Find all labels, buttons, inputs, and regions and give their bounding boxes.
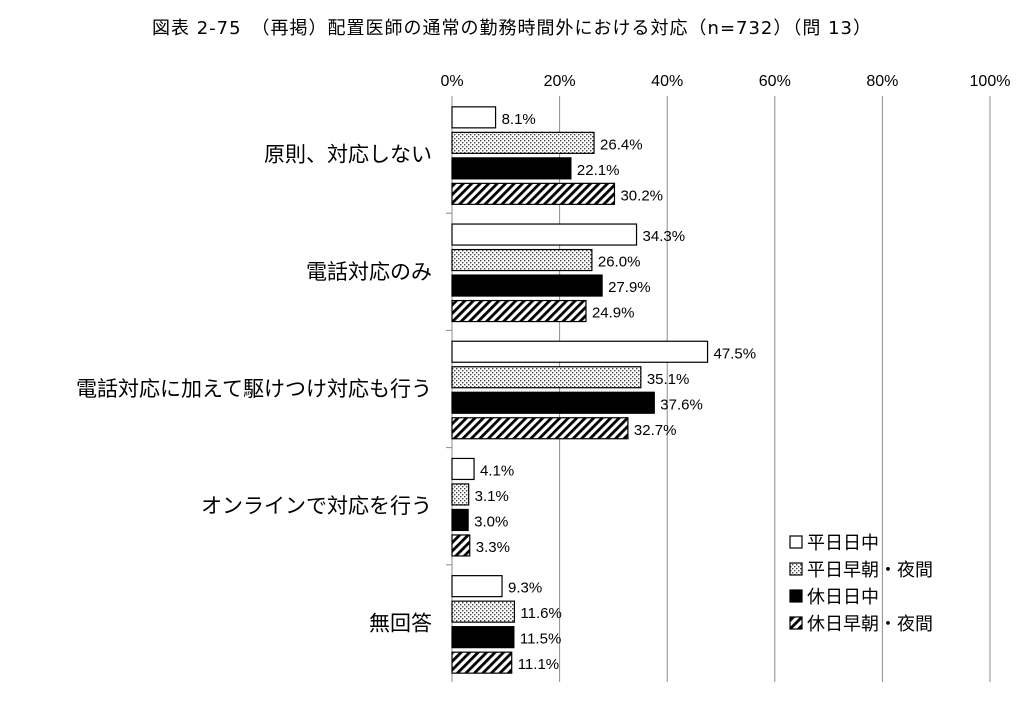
bar bbox=[451, 157, 572, 180]
bar bbox=[451, 651, 513, 674]
legend-label: 平日日中 bbox=[807, 533, 879, 554]
chart-title: 図表 2-75 （再掲）配置医師の通常の勤務時間外における対応（n=732）（問… bbox=[151, 18, 873, 39]
data-label: 11.6% bbox=[520, 605, 561, 622]
bar bbox=[451, 417, 629, 440]
data-label: 37.6% bbox=[660, 396, 703, 413]
category-label: 電話対応に加えて駆けつけ対応も行う bbox=[76, 377, 432, 401]
bar bbox=[451, 575, 503, 598]
bar bbox=[451, 626, 515, 649]
data-label: 11.5% bbox=[520, 631, 561, 648]
bar bbox=[451, 600, 516, 623]
data-label: 47.5% bbox=[714, 345, 757, 362]
data-label: 24.9% bbox=[592, 305, 635, 322]
data-label: 27.9% bbox=[608, 279, 651, 296]
category-label: 無回答 bbox=[369, 611, 432, 635]
category-label: 電話対応のみ bbox=[306, 260, 432, 284]
bar bbox=[451, 299, 587, 323]
data-label: 3.0% bbox=[474, 513, 508, 530]
data-label: 3.1% bbox=[475, 488, 509, 505]
data-label: 26.0% bbox=[598, 254, 641, 271]
x-tick-label: 20% bbox=[544, 73, 576, 90]
bar bbox=[451, 223, 638, 246]
category-label: 原則、対応しない bbox=[264, 143, 432, 167]
x-tick-label: 60% bbox=[759, 73, 791, 90]
bar bbox=[451, 457, 475, 481]
data-label: 22.1% bbox=[577, 162, 620, 179]
data-label: 3.3% bbox=[476, 539, 510, 556]
data-label: 30.2% bbox=[620, 187, 663, 204]
bar bbox=[451, 248, 593, 272]
bar bbox=[451, 131, 595, 154]
bar bbox=[451, 483, 470, 506]
data-label: 26.4% bbox=[600, 136, 643, 153]
x-tick-label: 100% bbox=[970, 73, 1011, 90]
category-label: オンラインで対応を行う bbox=[201, 494, 432, 518]
legend-swatch bbox=[789, 535, 803, 549]
data-label: 34.3% bbox=[643, 228, 686, 245]
bar bbox=[451, 106, 497, 129]
bar bbox=[451, 391, 655, 414]
legend-label: 休日日中 bbox=[807, 587, 879, 608]
bar bbox=[451, 340, 709, 363]
data-label: 9.3% bbox=[508, 580, 542, 597]
legend-swatch bbox=[789, 589, 803, 603]
x-tick-label: 80% bbox=[866, 73, 898, 90]
bar bbox=[451, 534, 471, 557]
bar bbox=[451, 182, 616, 205]
data-label: 8.1% bbox=[502, 111, 536, 128]
bar bbox=[451, 366, 642, 389]
legend-label: 休日早朝・夜間 bbox=[807, 614, 933, 635]
data-label: 35.1% bbox=[647, 371, 690, 388]
legend-label: 平日早朝・夜間 bbox=[807, 560, 933, 581]
data-label: 11.1% bbox=[518, 656, 559, 673]
x-tick-label: 40% bbox=[651, 73, 683, 90]
x-tick-label: 0% bbox=[440, 73, 463, 90]
bar bbox=[451, 508, 469, 532]
bar bbox=[451, 274, 603, 297]
legend-swatch bbox=[789, 616, 803, 630]
data-label: 4.1% bbox=[480, 462, 514, 479]
data-label: 32.7% bbox=[634, 422, 677, 439]
legend-swatch bbox=[789, 562, 803, 576]
